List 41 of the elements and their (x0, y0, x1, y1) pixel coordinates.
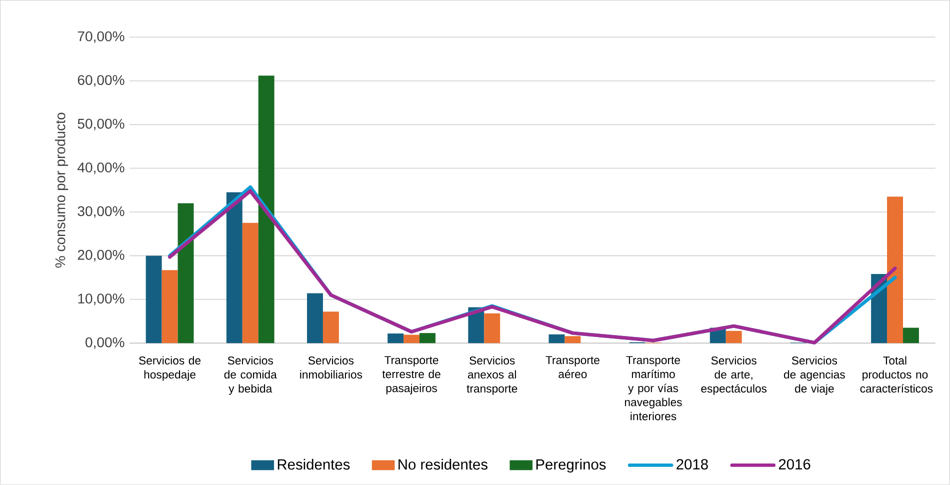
legend-label: No residentes (398, 458, 488, 470)
x-tick-label: Servicios de hospedaje (139, 356, 201, 381)
y-tick-label: 60,00% (78, 75, 124, 87)
y-tick-label: 30,00% (78, 206, 124, 218)
legend-label: Residentes (278, 458, 350, 470)
bar (322, 312, 339, 344)
bar (887, 196, 903, 344)
x-tick-label: Servicios de agencias de viaje (784, 356, 845, 395)
bar (548, 334, 565, 344)
x-tick-label: Transporte aéreo (546, 356, 600, 378)
x-tick-label: Servicios anexos al transporte (466, 356, 518, 395)
bar (388, 334, 404, 344)
bar (420, 333, 436, 344)
bar (404, 334, 420, 344)
x-tick-label: Transporte marítimo y por vías navegables interiores (624, 356, 682, 420)
y-tick-label: 70,00% (78, 31, 124, 44)
legend-label: Peregrinos (536, 458, 606, 473)
x-tick-label: Total productos no característicos (860, 356, 933, 393)
y-tick-label: 40,00% (78, 162, 124, 174)
bar (162, 270, 178, 344)
y-tick-label: 0,00% (86, 337, 124, 350)
bar (484, 313, 500, 344)
bar (258, 76, 274, 344)
bar (178, 203, 194, 344)
x-tick-label: Servicios de comida y bebida (224, 356, 277, 395)
y-tick-label: 20,00% (78, 250, 124, 262)
y-tick-label: 50,00% (78, 118, 124, 130)
y-tick-label: 10,00% (78, 294, 124, 306)
bar (146, 256, 162, 344)
legend-label: 2016 (778, 459, 810, 470)
x-tick-label: Transporte terrestre de pasajeiros (382, 356, 440, 395)
x-tick-label: Servicios inmobiliarios (300, 356, 362, 379)
y-axis-title: % consumo por producto (54, 112, 68, 268)
x-tick-label: Servicios de arte, espectáculos (701, 356, 767, 395)
bar (307, 293, 323, 344)
bar (226, 192, 242, 344)
bar (902, 328, 919, 344)
bar (726, 330, 742, 344)
legend-label: 2018 (676, 459, 708, 470)
bar (242, 223, 258, 344)
bar (564, 336, 581, 344)
